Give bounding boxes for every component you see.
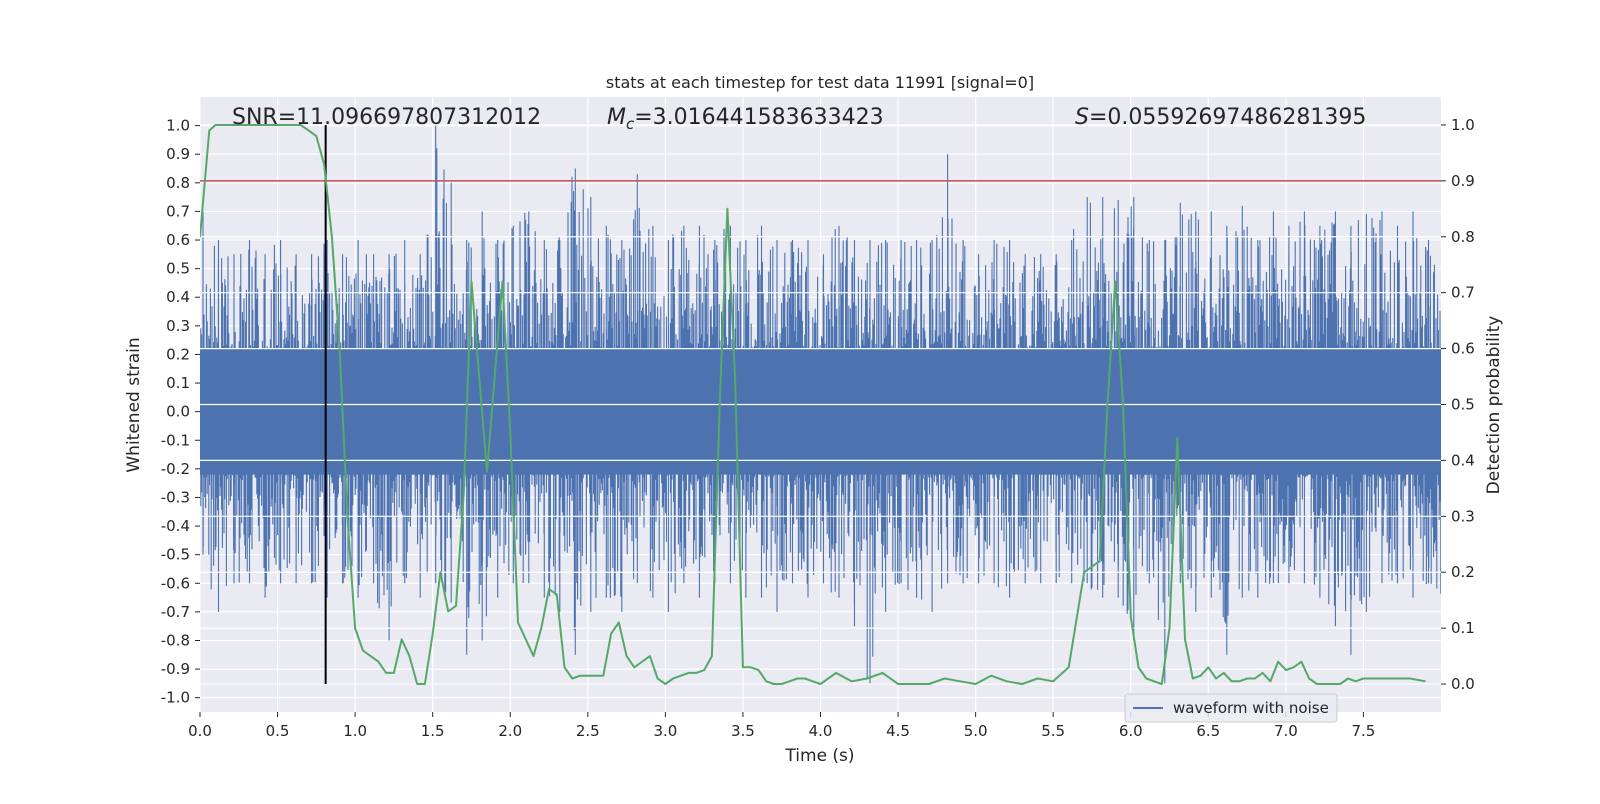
y-tick-label: 0.9 bbox=[166, 145, 190, 163]
y-tick-label: -1.0 bbox=[161, 689, 190, 707]
y-right-tick-label: 0.1 bbox=[1451, 619, 1475, 637]
y-tick-label: 0.2 bbox=[166, 345, 190, 363]
y-right-tick-label: 1.0 bbox=[1451, 116, 1475, 134]
legend-label-waveform: waveform with noise bbox=[1173, 699, 1329, 717]
y-right-tick-label: 0.6 bbox=[1451, 340, 1475, 358]
x-tick-label: 2.0 bbox=[498, 722, 522, 740]
probability-line bbox=[200, 124, 1426, 685]
y-axis-ticks: -1.0 -0.9 -0.8 -0.7 -0.6 -0.5 -0.4 -0.3 -0.2 -0.1… bbox=[161, 117, 200, 707]
x-tick-label: 0.0 bbox=[188, 722, 212, 740]
y-right-tick-label: 0.0 bbox=[1451, 675, 1475, 693]
x-tick-label: 3.5 bbox=[731, 722, 755, 740]
x-tick-label: 4.0 bbox=[809, 722, 833, 740]
chirp-mass-value: =3.016441583633423 bbox=[634, 105, 883, 130]
y-tick-label: -0.8 bbox=[161, 631, 190, 649]
y-tick-label: -0.5 bbox=[161, 546, 190, 564]
y-tick-label: -0.6 bbox=[161, 574, 190, 592]
y-right-tick-label: 0.3 bbox=[1451, 507, 1475, 525]
probability-series bbox=[200, 124, 1426, 685]
y-tick-label: 0.6 bbox=[166, 231, 190, 249]
y-tick-label: 0.5 bbox=[166, 260, 190, 278]
waveform-core bbox=[200, 348, 1441, 475]
y-tick-label: 0.1 bbox=[166, 374, 190, 392]
y-tick-label: -0.2 bbox=[161, 460, 190, 478]
y-tick-label: 1.0 bbox=[166, 117, 190, 135]
y-tick-label: 0.7 bbox=[166, 202, 190, 220]
x-axis-ticks: 0.0 0.5 1.0 1.5 2.0 2.5 3.0 3.5 4.0 4.5 5.0 5.5 6.0 6… bbox=[188, 712, 1375, 740]
y-tick-label: -0.3 bbox=[161, 488, 190, 506]
y-right-tick-label: 0.8 bbox=[1451, 228, 1475, 246]
x-tick-label: 3.0 bbox=[653, 722, 677, 740]
x-tick-label: 7.5 bbox=[1352, 722, 1376, 740]
x-tick-label: 4.5 bbox=[886, 722, 910, 740]
x-tick-label: 5.5 bbox=[1041, 722, 1065, 740]
s-annotation: S=0.05592697486281395 bbox=[1075, 105, 1366, 130]
y-right-tick-label: 0.2 bbox=[1451, 563, 1475, 581]
y-right-axis-ticks: 0.0 0.1 0.2 0.3 0.4 0.5 0.6 0.7 0.8 0.9 1.0 bbox=[1441, 116, 1475, 693]
y-tick-label: -0.9 bbox=[161, 660, 190, 678]
y-tick-label: -0.4 bbox=[161, 517, 190, 535]
y-tick-label: 0.0 bbox=[166, 403, 190, 421]
y-right-tick-label: 0.9 bbox=[1451, 172, 1475, 190]
s-symbol: S bbox=[1075, 105, 1089, 130]
snr-annotation: SNR=11.096697807312012 bbox=[232, 105, 541, 130]
y-right-tick-label: 0.4 bbox=[1451, 451, 1475, 469]
x-tick-label: 6.0 bbox=[1119, 722, 1143, 740]
chirp-mass-annotation: Mc=3.016441583633423 bbox=[607, 105, 884, 133]
y-axis-label: Whitened strain bbox=[124, 337, 144, 472]
x-axis-label: Time (s) bbox=[784, 746, 854, 766]
chirp-mass-symbol: M bbox=[607, 105, 626, 130]
y-right-tick-label: 0.5 bbox=[1451, 396, 1475, 414]
legend: waveform with noise bbox=[1124, 693, 1338, 723]
y-tick-label: -0.1 bbox=[161, 431, 190, 449]
x-tick-label: 1.5 bbox=[421, 722, 445, 740]
y-right-axis-label: Detection probability bbox=[1484, 316, 1504, 495]
y-tick-label: -0.7 bbox=[161, 603, 190, 621]
legend-box bbox=[1124, 693, 1338, 723]
y-right-tick-label: 0.7 bbox=[1451, 284, 1475, 302]
y-tick-label: 0.4 bbox=[166, 288, 190, 306]
chart-title: stats at each timestep for test data 119… bbox=[606, 73, 1034, 92]
x-tick-label: 6.5 bbox=[1196, 722, 1220, 740]
y-tick-label: 0.8 bbox=[166, 174, 190, 192]
x-tick-label: 0.5 bbox=[266, 722, 290, 740]
x-tick-label: 7.0 bbox=[1274, 722, 1298, 740]
x-tick-label: 2.5 bbox=[576, 722, 600, 740]
y-tick-label: 0.3 bbox=[166, 317, 190, 335]
waveform-series bbox=[200, 125, 1441, 684]
x-tick-label: 5.0 bbox=[964, 722, 988, 740]
chirp-mass-subscript: c bbox=[626, 115, 635, 133]
x-tick-label: 1.0 bbox=[343, 722, 367, 740]
s-value: =0.05592697486281395 bbox=[1089, 105, 1366, 130]
